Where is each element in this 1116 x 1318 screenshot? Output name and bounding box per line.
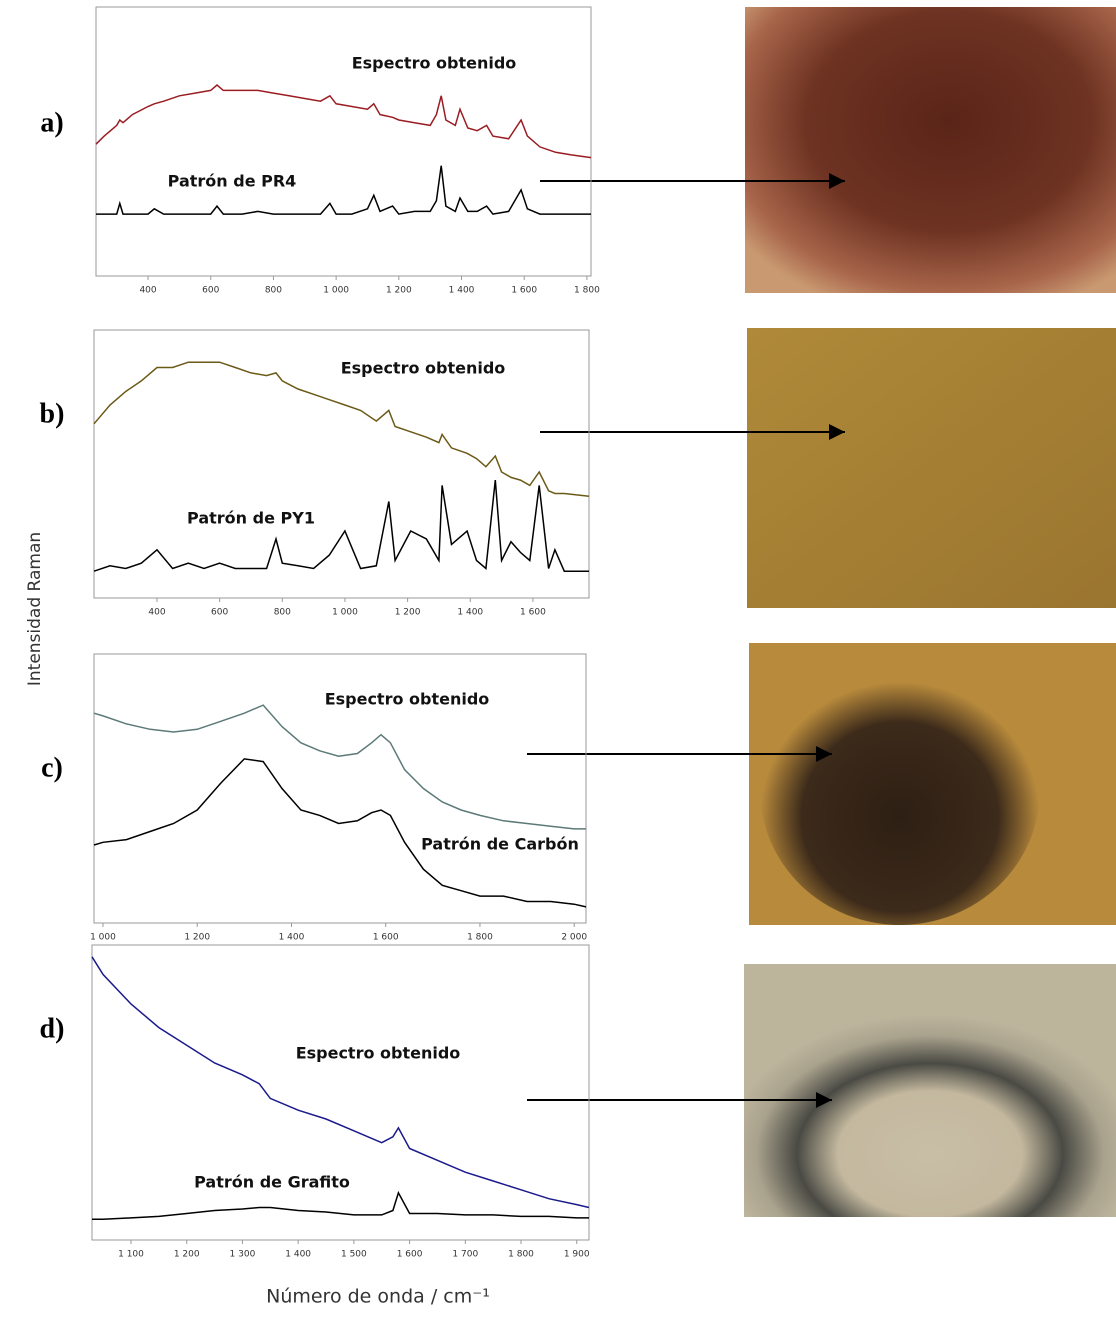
plot-frame — [95, 6, 592, 277]
x-tick-label: 1 100 — [118, 1250, 144, 1260]
photo — [744, 964, 1116, 1217]
spectrum-line — [95, 84, 592, 159]
series-label: Espectro obtenido — [341, 359, 506, 378]
x-tick-label: 1 200 — [386, 286, 412, 296]
x-axis-label: Número de onda / cm⁻¹ — [266, 1286, 490, 1308]
photo-stain — [760, 655, 1040, 925]
x-tick-label: 1 300 — [230, 1250, 256, 1260]
series-label: Espectro obtenido — [296, 1044, 461, 1063]
x-tick-label: 1 600 — [373, 933, 399, 943]
series-label: Espectro obtenido — [325, 690, 490, 709]
x-tick-label: 1 700 — [452, 1250, 478, 1260]
x-tick-label: 1 600 — [520, 608, 546, 618]
series-label: Patrón de PY1 — [187, 509, 315, 528]
x-tick-label: 2 000 — [561, 933, 587, 943]
spectrum-line — [92, 1190, 589, 1221]
spectrum-line — [93, 480, 589, 572]
x-tick-label: 1 400 — [457, 608, 483, 618]
plot-frame — [93, 653, 587, 924]
x-tick-label: 1 600 — [511, 286, 537, 296]
spectrum-line — [93, 361, 590, 497]
series-label: Patrón de Carbón — [421, 835, 579, 854]
x-tick-label: 1 200 — [184, 933, 210, 943]
series-label: Patrón de PR4 — [168, 172, 297, 191]
x-tick-label: 400 — [148, 608, 165, 618]
x-tick-label: 1 800 — [574, 286, 600, 296]
x-tick-label: 1 000 — [332, 608, 358, 618]
series-label: Espectro obtenido — [352, 54, 517, 73]
x-tick-label: 1 500 — [341, 1250, 367, 1260]
photo — [745, 7, 1116, 293]
spectrum-line — [96, 165, 591, 215]
x-tick-label: 400 — [139, 286, 156, 296]
x-tick-label: 1 400 — [449, 286, 475, 296]
plot-frame — [91, 944, 590, 1241]
panel-label: a) — [40, 107, 63, 138]
x-tick-label: 1 400 — [279, 933, 305, 943]
x-tick-label: 1 400 — [285, 1250, 311, 1260]
photo — [747, 328, 1116, 608]
x-tick-label: 1 200 — [174, 1250, 200, 1260]
x-tick-label: 1 000 — [323, 286, 349, 296]
x-tick-label: 1 800 — [508, 1250, 534, 1260]
x-tick-label: 800 — [265, 286, 282, 296]
x-tick-label: 600 — [202, 286, 219, 296]
panel-label: c) — [41, 752, 63, 783]
plot-frame — [93, 329, 590, 599]
x-tick-label: 1 900 — [564, 1250, 590, 1260]
x-tick-label: 800 — [274, 608, 291, 618]
panel-label: b) — [40, 398, 65, 429]
x-tick-label: 600 — [211, 608, 228, 618]
x-tick-label: 1 200 — [395, 608, 421, 618]
x-tick-label: 1 000 — [90, 933, 116, 943]
y-axis-label: Intensidad Raman — [25, 532, 45, 686]
x-tick-label: 1 600 — [397, 1250, 423, 1260]
x-tick-label: 1 800 — [467, 933, 493, 943]
spectrum-line — [93, 704, 586, 830]
series-label: Patrón de Grafito — [194, 1173, 350, 1192]
spectrum-line — [91, 956, 590, 1209]
panel-label: d) — [40, 1013, 65, 1044]
spectrum-line — [93, 758, 587, 908]
